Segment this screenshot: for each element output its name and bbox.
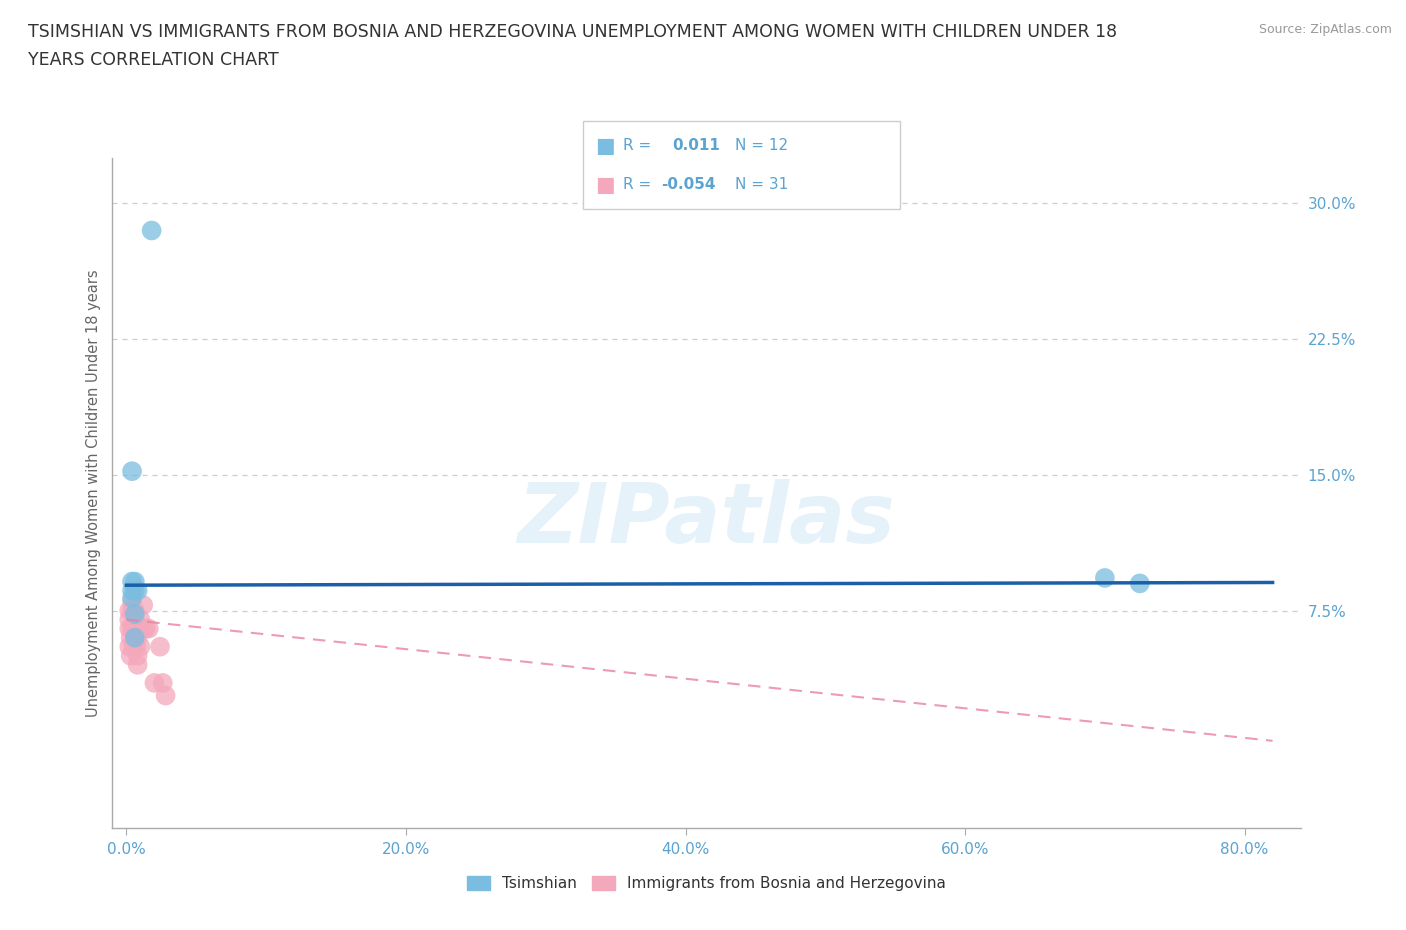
Point bbox=[127, 631, 149, 645]
Point bbox=[121, 594, 143, 609]
Point bbox=[155, 688, 177, 703]
Point bbox=[118, 639, 141, 654]
Point bbox=[124, 621, 146, 636]
Point bbox=[124, 583, 146, 598]
Point bbox=[121, 574, 143, 589]
Text: ZIPatlas: ZIPatlas bbox=[517, 479, 896, 560]
Point bbox=[118, 603, 141, 618]
Point bbox=[129, 639, 152, 654]
Point bbox=[1094, 570, 1116, 585]
Text: N = 31: N = 31 bbox=[735, 177, 789, 192]
Point bbox=[128, 621, 150, 636]
Point bbox=[152, 675, 174, 690]
Text: YEARS CORRELATION CHART: YEARS CORRELATION CHART bbox=[28, 51, 278, 69]
Point bbox=[124, 612, 146, 627]
Point bbox=[127, 658, 149, 672]
Point bbox=[132, 621, 155, 636]
Point bbox=[127, 648, 149, 663]
Text: -0.054: -0.054 bbox=[661, 177, 716, 192]
Point bbox=[132, 598, 155, 613]
Point bbox=[124, 631, 146, 645]
Text: 0.011: 0.011 bbox=[672, 139, 720, 153]
Point bbox=[129, 612, 152, 627]
Point bbox=[125, 621, 148, 636]
Point bbox=[149, 639, 172, 654]
Text: N = 12: N = 12 bbox=[735, 139, 789, 153]
Point bbox=[135, 621, 157, 636]
Point bbox=[124, 631, 146, 645]
Text: TSIMSHIAN VS IMMIGRANTS FROM BOSNIA AND HERZEGOVINA UNEMPLOYMENT AMONG WOMEN WIT: TSIMSHIAN VS IMMIGRANTS FROM BOSNIA AND … bbox=[28, 23, 1118, 41]
Point bbox=[121, 621, 143, 636]
Point bbox=[138, 621, 160, 636]
Text: ■: ■ bbox=[595, 136, 614, 155]
Text: Source: ZipAtlas.com: Source: ZipAtlas.com bbox=[1258, 23, 1392, 36]
Text: ■: ■ bbox=[595, 175, 614, 194]
Point bbox=[122, 621, 145, 636]
Point bbox=[127, 583, 149, 598]
Text: R =: R = bbox=[623, 139, 651, 153]
Y-axis label: Unemployment Among Women with Children Under 18 years: Unemployment Among Women with Children U… bbox=[86, 269, 101, 717]
Point bbox=[120, 648, 142, 663]
Point bbox=[121, 583, 143, 598]
Point bbox=[118, 612, 141, 627]
Point bbox=[120, 631, 142, 645]
Point bbox=[121, 464, 143, 479]
Text: R =: R = bbox=[623, 177, 651, 192]
Point bbox=[1129, 576, 1152, 591]
Point bbox=[141, 223, 163, 238]
Point bbox=[118, 621, 141, 636]
Point bbox=[122, 639, 145, 654]
Point bbox=[143, 675, 166, 690]
Point bbox=[124, 606, 146, 621]
Point bbox=[121, 591, 143, 605]
Point bbox=[125, 639, 148, 654]
Point bbox=[124, 603, 146, 618]
Point bbox=[124, 574, 146, 589]
Legend: Tsimshian, Immigrants from Bosnia and Herzegovina: Tsimshian, Immigrants from Bosnia and He… bbox=[461, 870, 952, 897]
Point bbox=[121, 603, 143, 618]
